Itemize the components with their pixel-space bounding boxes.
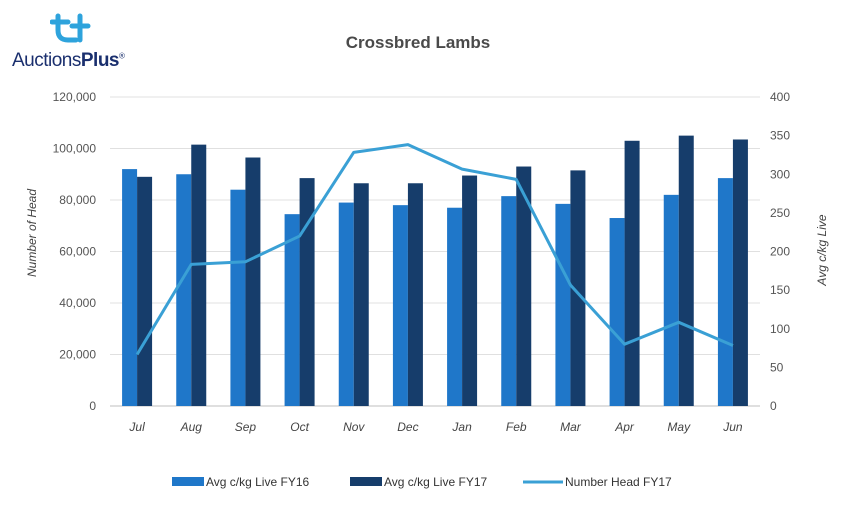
category-label: Sep	[235, 420, 257, 434]
bar-fy16	[230, 189, 246, 406]
right-tick-label: 150	[770, 283, 790, 297]
category-label: Nov	[343, 420, 365, 434]
bar-fy17	[678, 135, 694, 406]
bar-fy16	[122, 169, 138, 406]
auctionsplus-logo: AuctionsPlus®	[12, 10, 142, 72]
number-head-line	[135, 143, 734, 356]
bar-fy17	[732, 139, 748, 407]
right-axis-ticks: 0 50 100 150 200 250 300 350 400	[770, 90, 790, 413]
category-label: Jul	[128, 420, 145, 434]
left-tick-label: 20,000	[59, 348, 96, 362]
left-tick-label: 100,000	[53, 142, 97, 156]
right-tick-label: 100	[770, 322, 790, 336]
category-label: Dec	[397, 420, 418, 434]
legend-label: Number Head FY17	[565, 475, 672, 489]
category-label: Oct	[290, 420, 309, 434]
series-line-number-head	[135, 143, 734, 356]
gridlines	[110, 96, 760, 407]
logo-wordmark: AuctionsPlus®	[12, 50, 125, 72]
category-label: Mar	[560, 420, 582, 434]
bar-fy16	[447, 207, 463, 406]
bar-fy17	[353, 183, 369, 406]
logo-brand-plus: Plus	[80, 50, 120, 71]
bar-fy16	[338, 202, 354, 406]
bar-fy16	[609, 218, 625, 406]
left-axis-ticks: 0 20,000 40,000 60,000 80,000 100,000 120,000	[53, 90, 97, 413]
bar-fy17	[299, 178, 315, 406]
bar-fy17	[516, 166, 532, 406]
category-label: Feb	[506, 420, 527, 434]
bar-fy17	[570, 170, 586, 406]
category-label: Jun	[722, 420, 743, 434]
category-label: Jan	[451, 420, 472, 434]
right-tick-label: 200	[770, 245, 790, 259]
bar-fy16	[501, 196, 517, 406]
right-tick-label: 350	[770, 129, 790, 143]
bar-fy16	[717, 178, 733, 406]
logo-trademark: ®	[119, 51, 125, 61]
right-tick-label: 250	[770, 206, 790, 220]
legend-label: Avg c/kg Live FY16	[206, 475, 309, 489]
category-labels: Jul Aug Sep Oct Nov Dec Jan Feb Mar Apr May Jun	[128, 420, 742, 434]
category-label: May	[667, 420, 691, 434]
bar-fy16	[176, 174, 192, 406]
legend-swatch	[172, 477, 204, 486]
bar-fy16	[663, 194, 679, 406]
bar-fy17	[407, 183, 423, 406]
logo-mark-icon	[50, 13, 91, 43]
bars	[122, 135, 748, 407]
chart-title: Crossbred Lambs	[346, 33, 491, 52]
left-tick-label: 120,000	[53, 90, 97, 104]
legend: Avg c/kg Live FY16 Avg c/kg Live FY17 Numb…	[172, 475, 672, 489]
left-axis-title: Number of Head	[25, 189, 39, 277]
bar-fy16	[392, 205, 408, 406]
right-axis-title: Avg c/kg Live	[815, 214, 829, 286]
bar-fy17	[191, 144, 207, 406]
bar-fy16	[555, 203, 571, 406]
bar-fy17	[245, 157, 261, 406]
legend-swatch	[350, 477, 382, 486]
right-tick-label: 0	[770, 399, 777, 413]
left-tick-label: 80,000	[59, 193, 96, 207]
right-tick-label: 400	[770, 90, 790, 104]
bar-fy16	[284, 214, 300, 406]
left-tick-label: 40,000	[59, 296, 96, 310]
bar-fy17	[462, 175, 478, 406]
left-tick-label: 0	[89, 399, 96, 413]
right-tick-label: 300	[770, 167, 790, 181]
legend-label: Avg c/kg Live FY17	[384, 475, 487, 489]
logo-brand-main: Auctions	[12, 50, 81, 71]
category-label: Aug	[180, 420, 203, 434]
right-tick-label: 50	[770, 360, 784, 374]
bar-fy17	[624, 140, 640, 406]
bar-fy17	[137, 176, 153, 406]
category-label: Apr	[614, 420, 635, 434]
left-tick-label: 60,000	[59, 245, 96, 259]
